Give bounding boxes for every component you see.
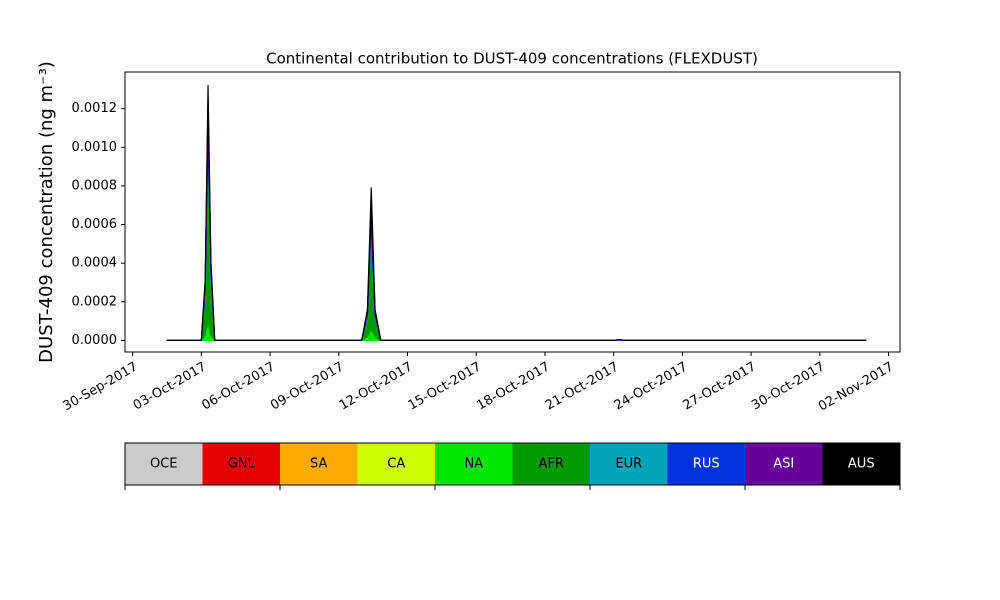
legend-swatch [125, 443, 203, 485]
y-tick-label: 0.0006 [72, 217, 118, 232]
legend-label: NA [464, 457, 483, 472]
x-tick-label: 09-Oct-2017 [268, 360, 346, 414]
legend-label: SA [310, 457, 327, 472]
legend-label: AFR [539, 457, 564, 472]
x-tick-label: 18-Oct-2017 [474, 360, 552, 414]
legend-label: EUR [615, 457, 642, 472]
area [166, 115, 867, 342]
legend-swatch [590, 443, 668, 485]
legend-label: CA [387, 457, 405, 472]
plot-frame [124, 71, 901, 353]
legend-label: RUS [693, 457, 720, 472]
y-tick-label: 0.0012 [72, 101, 118, 116]
legend-label: OCE [150, 457, 178, 472]
y-tick-label: 0.0002 [72, 294, 118, 309]
legend-swatch [822, 443, 900, 485]
legend-swatch [202, 443, 280, 485]
legend-label: ASI [773, 457, 794, 472]
legend-swatch [357, 443, 435, 485]
x-tick-label: 30-Oct-2017 [749, 360, 827, 414]
y-axis-label: DUST-409 concentration (ng m⁻³) [36, 61, 57, 363]
area [166, 146, 867, 342]
legend-swatch [667, 443, 745, 485]
y-tick-label: 0.0008 [72, 178, 118, 193]
legend-label: GNL [228, 457, 256, 472]
area [166, 320, 867, 342]
area [166, 84, 867, 342]
y-tick-label: 0.0000 [72, 333, 118, 348]
x-tick-label: 03-Oct-2017 [131, 360, 209, 414]
y-tick-label: 0.0004 [72, 256, 118, 271]
chart-title: Continental contribution to DUST-409 con… [266, 50, 758, 68]
legend-swatch [745, 443, 823, 485]
x-tick-label: 06-Oct-2017 [199, 360, 277, 414]
area [166, 135, 867, 342]
area [166, 100, 867, 342]
legend-label: AUS [848, 457, 875, 472]
x-tick-label: 12-Oct-2017 [337, 360, 415, 414]
x-tick-label: 21-Oct-2017 [543, 360, 621, 414]
x-tick-label: 30-Sep-2017 [61, 360, 141, 415]
legend-swatch [280, 443, 358, 485]
legend-swatch [435, 443, 513, 485]
x-tick-label: 24-Oct-2017 [612, 360, 690, 414]
x-tick-label: 02-Nov-2017 [816, 360, 896, 415]
x-tick-label: 15-Oct-2017 [406, 360, 484, 414]
legend-frame [124, 442, 901, 486]
y-tick-label: 0.0010 [72, 140, 118, 155]
x-tick-label: 27-Oct-2017 [680, 360, 758, 414]
legend-swatch [512, 443, 590, 485]
